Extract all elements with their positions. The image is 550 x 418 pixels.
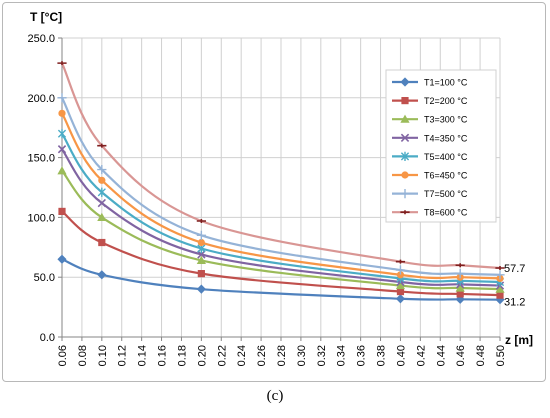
legend-marker: [400, 77, 410, 87]
legend-marker: [401, 97, 409, 105]
figure-caption: (c): [266, 388, 284, 404]
end-value-label: 31.2: [504, 297, 525, 309]
data-point: [57, 254, 67, 264]
data-point: [455, 283, 465, 292]
data-point: [395, 265, 406, 275]
x-tick-label: 0.32: [316, 345, 328, 366]
legend-label: T8=600 °C: [424, 208, 468, 218]
data-point: [97, 143, 107, 148]
data-point: [395, 294, 406, 304]
data-point: [57, 93, 67, 103]
data-point: [97, 270, 107, 280]
data-point: [396, 271, 405, 279]
data-point: [455, 269, 465, 279]
x-tick-label: 0.10: [97, 345, 109, 366]
x-tick-label: 0.22: [216, 345, 228, 366]
x-tick-label: 0.16: [157, 345, 169, 366]
data-point: [98, 238, 106, 247]
legend-marker: [401, 171, 409, 179]
x-tick-label: 0.42: [415, 345, 427, 366]
x-tick-label: 0.38: [376, 345, 388, 366]
legend-marker: [400, 133, 410, 142]
data-point: [495, 265, 505, 270]
data-point: [196, 255, 206, 265]
x-tick-label: 0.30: [296, 345, 308, 366]
data-point: [197, 238, 205, 247]
axes: 0.06 0.08 0.10 0.12 0.14 0.16 0.18 0.20 0.22 0.24…: [27, 33, 507, 366]
data-point: [57, 129, 67, 139]
y-tick-label: 250.0: [27, 33, 55, 45]
x-tick-label: 0.06: [57, 345, 69, 366]
y-tick-label: 200.0: [27, 93, 55, 105]
data-point: [496, 291, 504, 299]
data-point: [395, 259, 406, 264]
legend-label: T7=500 °C: [424, 189, 468, 199]
legend-label: T2=200 °C: [424, 96, 468, 106]
x-tick-label: 0.50: [495, 345, 507, 366]
data-point: [57, 166, 67, 175]
data-point: [455, 263, 465, 268]
x-tick-label: 0.26: [256, 345, 268, 366]
data-point: [57, 61, 67, 66]
x-tick-label: 0.20: [196, 345, 208, 366]
data-point: [97, 164, 107, 175]
data-point: [396, 287, 405, 296]
x-tick-label: 0.14: [137, 345, 149, 366]
data-point: [495, 270, 505, 280]
y-tick-label: 100.0: [27, 212, 55, 224]
x-tick-label: 0.40: [395, 345, 407, 366]
data-point: [58, 207, 66, 216]
legend-label: T4=350 °C: [424, 133, 468, 143]
x-tick-label: 0.48: [475, 345, 487, 366]
legend-label: T1=100 °C: [424, 78, 468, 88]
legend-marker: [400, 210, 410, 215]
legend-marker: [400, 189, 410, 199]
series-lines: 57.7 31.2: [57, 61, 525, 309]
x-tick-label: 0.08: [77, 345, 89, 366]
legend-label: T6=450 °C: [424, 171, 468, 181]
y-tick-label: 150.0: [27, 153, 55, 165]
legend: T1=100 °C T2=200 °C T3=300 °C T4=350 °C T5=4…: [385, 69, 497, 223]
data-point: [97, 187, 106, 197]
x-tick-label: 0.18: [176, 345, 188, 366]
x-tick-label: 0.28: [276, 345, 288, 366]
legend-marker: [400, 114, 410, 123]
data-point: [97, 212, 107, 221]
data-point: [197, 270, 205, 278]
data-point: [97, 198, 106, 208]
x-tick-label: 0.44: [435, 345, 447, 366]
legend-label: T5=400 °C: [424, 152, 468, 162]
data-point: [456, 290, 464, 298]
data-point: [197, 250, 206, 259]
x-tick-label: 0.24: [236, 345, 248, 366]
data-point: [98, 176, 106, 184]
data-point: [196, 284, 206, 294]
data-point: [395, 280, 406, 290]
x-tick-label: 0.12: [117, 345, 129, 366]
x-axis-title: z [m]: [505, 333, 533, 347]
y-axis-title: T [°C]: [30, 10, 62, 24]
line-chart: 0.06 0.08 0.10 0.12 0.14 0.16 0.18 0.20 0.22 0.24…: [27, 10, 533, 366]
x-tick-label: 0.36: [356, 345, 368, 366]
x-tick-label: 0.46: [455, 345, 467, 366]
data-point: [495, 284, 505, 293]
y-tick-label: 50.0: [34, 272, 55, 284]
x-tick-label: 0.34: [336, 345, 348, 366]
legend-box: [385, 69, 497, 223]
y-tick-label: 0.0: [40, 332, 55, 344]
data-point: [196, 230, 206, 240]
data-point: [58, 109, 66, 117]
end-value-label: 57.7: [504, 263, 525, 275]
legend-label: T3=300 °C: [424, 115, 468, 125]
legend-marker: [400, 151, 410, 161]
data-point: [196, 218, 206, 223]
data-point: [57, 145, 67, 154]
